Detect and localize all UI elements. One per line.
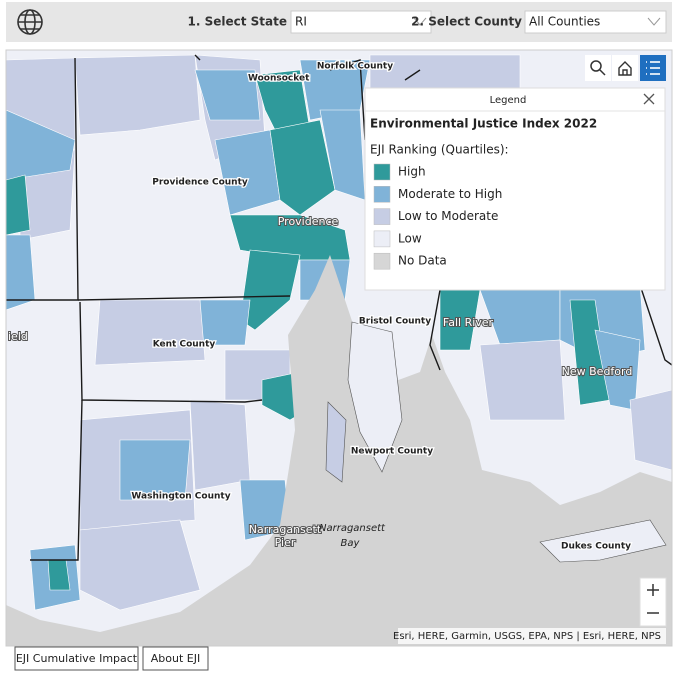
legend-item-label: Low to Moderate	[398, 209, 498, 223]
map-label: Narragansett	[249, 523, 322, 536]
map-label: Woonsocket	[248, 74, 310, 84]
map-label: Providence	[278, 215, 339, 228]
map-label: Providence County	[152, 178, 248, 188]
county-boundaries	[6, 54, 672, 561]
legend-box	[364, 87, 666, 291]
county-select[interactable]	[524, 10, 667, 34]
aquidneck-island	[347, 321, 403, 473]
map-label: Washington County	[131, 492, 230, 502]
county-label: 2. Select County	[411, 15, 522, 29]
home-button[interactable]	[612, 55, 638, 81]
legend-swatch	[373, 186, 391, 203]
map-label: Kent County	[153, 340, 216, 350]
map-label: ield	[8, 330, 28, 343]
county-value: All Counties	[529, 15, 600, 29]
legend-item-label: Low	[398, 231, 422, 245]
legend-title: Environmental Justice Index 2022	[370, 117, 597, 131]
tab-label: EJI Cumulative Impact	[16, 652, 138, 665]
search-button[interactable]	[585, 55, 611, 81]
legend-panel: Legend Environmental Justice Index 2022 …	[364, 87, 666, 291]
tab[interactable]	[14, 646, 139, 671]
map-label: Narragansett	[319, 523, 386, 534]
state-select[interactable]	[290, 10, 432, 34]
dropdown-arrow	[647, 17, 661, 26]
legend-swatch	[373, 252, 391, 270]
state-label: 1. Select State	[188, 15, 288, 29]
close-button[interactable]	[643, 93, 655, 105]
legend-item-label: No Data	[398, 254, 447, 268]
attribution-bg	[398, 628, 666, 644]
legend-swatch	[373, 230, 391, 248]
search-icon	[590, 60, 606, 76]
tab-label: About EJI	[151, 652, 200, 665]
zoom-control	[639, 577, 667, 627]
state-value: RI	[295, 15, 307, 29]
legend-swatch	[373, 163, 391, 181]
map-label: Bristol County	[359, 317, 431, 327]
legend-item-label: High	[398, 165, 426, 179]
map-label: New Bedford	[562, 365, 633, 378]
map[interactable]: Woonsocket Norfolk County Providence Cou…	[6, 50, 672, 646]
map-label: Newport County	[351, 447, 433, 457]
tab[interactable]	[142, 646, 209, 671]
legend-swatch	[373, 208, 391, 225]
legend-header: Legend	[490, 95, 527, 106]
home-icon	[618, 61, 632, 76]
map-frame	[5, 49, 673, 647]
map-label: Bay	[341, 538, 361, 549]
dropdown-arrow	[413, 17, 427, 26]
conanicut-island	[325, 401, 347, 483]
map-label: Fall River	[443, 316, 494, 329]
legend-subtitle: EJI Ranking (Quartiles):	[370, 143, 509, 157]
tracts	[6, 54, 672, 611]
map-label: Pier	[275, 536, 296, 549]
marthas-vineyard	[539, 519, 667, 563]
globe-icon	[17, 9, 43, 35]
legend-item-label: Moderate to High	[398, 187, 502, 201]
map-label: Dukes County	[561, 542, 631, 552]
map-label: Norfolk County	[317, 62, 393, 72]
zoom-in[interactable]	[647, 584, 659, 596]
list-icon	[646, 61, 660, 75]
attribution: Esri, HERE, Garmin, USGS, EPA, NPS | Esr…	[393, 631, 661, 642]
